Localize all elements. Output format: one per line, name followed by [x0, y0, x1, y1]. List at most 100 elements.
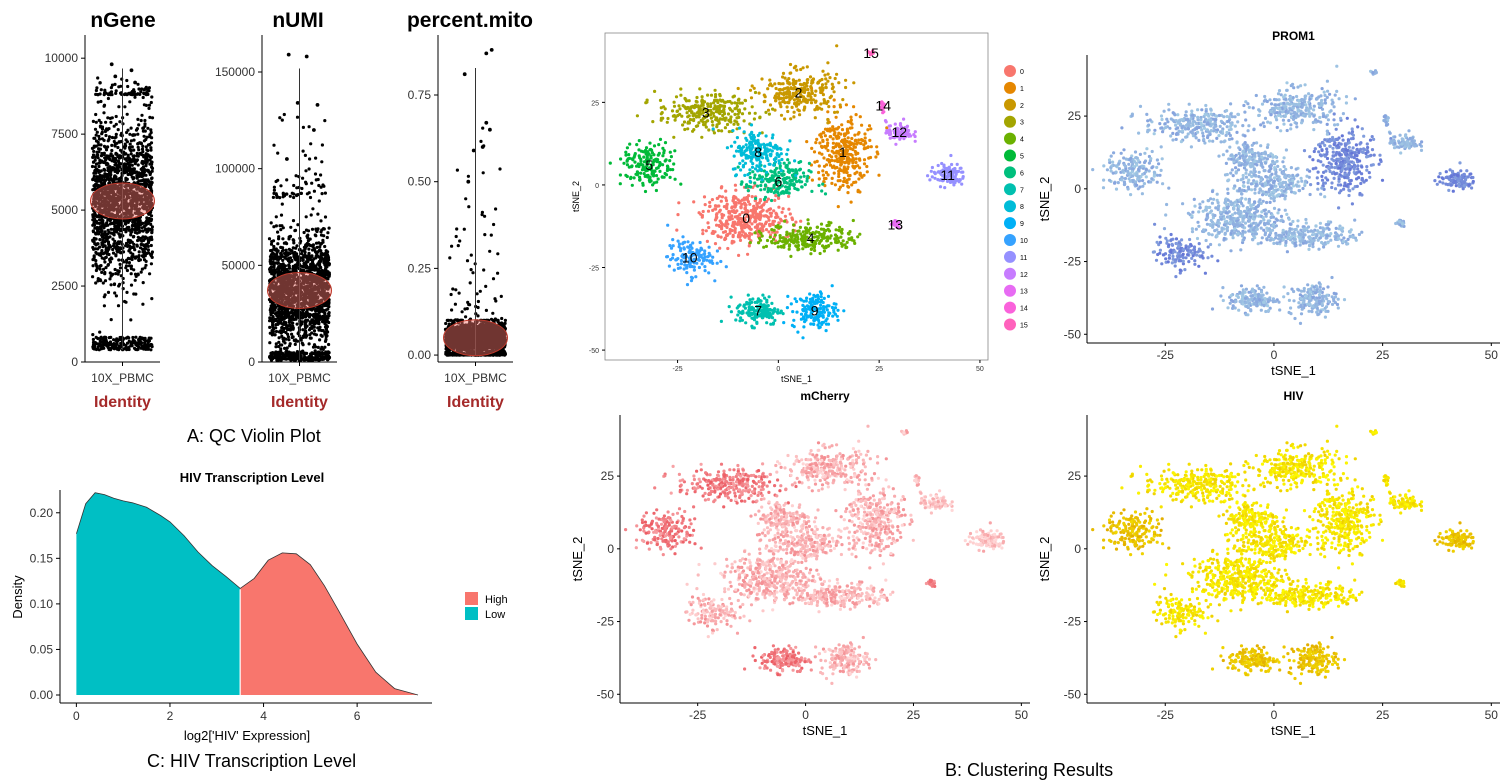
violin-ngene-point: [125, 169, 129, 174]
violin-numi-point: [287, 338, 291, 342]
violin-numi-point: [277, 336, 281, 340]
violin-ngene-point: [94, 250, 98, 255]
violin-ngene-point: [126, 244, 130, 248]
violin-ngene-y-tick-label: 5000: [51, 203, 78, 217]
violin-numi-point: [293, 257, 297, 261]
violin-numi-point: [274, 323, 278, 327]
violin-ngene-point: [102, 151, 106, 155]
violin-ngene-point: [100, 337, 105, 341]
violin-numi-point: [277, 235, 281, 239]
violin-numi-point: [301, 176, 305, 180]
violin-numi-point: [307, 191, 311, 195]
violin-numi-point: [317, 199, 321, 203]
violin-ngene-point: [144, 152, 148, 156]
violin-numi-point: [267, 237, 272, 241]
violin-ngene-point: [140, 113, 144, 117]
violin-numi-point: [317, 328, 321, 332]
violin-ngene-point: [104, 336, 108, 340]
violin-numi-point: [316, 267, 320, 271]
violin-ngene-point: [112, 124, 116, 128]
violin-numi-point: [269, 221, 273, 225]
violin-ngene-point: [149, 342, 153, 347]
violin-ngene-point: [136, 238, 140, 243]
violin-ngene-point: [91, 238, 95, 242]
violin-numi-point: [284, 241, 288, 245]
violin-numi-point: [309, 213, 313, 217]
violin-ngene-point: [96, 184, 100, 188]
violin-numi-point: [325, 251, 329, 255]
violin-ngene-point: [92, 144, 96, 148]
violin-numi-point: [296, 261, 300, 265]
violin-numi-point: [279, 347, 283, 351]
violin-numi-point: [314, 256, 318, 260]
violin-numi-point: [303, 153, 307, 157]
violin-ngene-point: [93, 170, 97, 174]
violin-numi-point: [316, 318, 320, 322]
violin-numi-point: [279, 184, 283, 188]
violin-ngene-point: [139, 142, 143, 146]
violin-ngene-point: [131, 167, 136, 171]
violin-numi-point: [275, 255, 279, 259]
violin-ngene-point: [117, 270, 121, 274]
violin-numi-point: [315, 353, 319, 357]
violin-ngene-point: [135, 243, 139, 247]
violin-numi-point: [306, 256, 310, 260]
violin-ngene-point: [98, 147, 102, 151]
violin-ngene-point: [118, 148, 123, 152]
violin-numi-point: [287, 320, 291, 324]
violin-ngene-point: [148, 142, 152, 147]
violin-ngene-point: [135, 174, 139, 178]
violin-numi-outlier-point: [315, 103, 320, 107]
violin-ngene-point: [124, 176, 128, 180]
violin-ngene-point: [143, 341, 147, 345]
violin-numi-point: [292, 239, 296, 243]
violin-ngene-point: [123, 105, 127, 109]
violin-numi-point: [324, 323, 328, 327]
violin-ngene-point: [121, 281, 125, 285]
violin-ngene-point: [109, 274, 113, 278]
violin-numi-point: [301, 258, 305, 262]
violin-ngene-point: [97, 164, 101, 169]
violin-numi-point: [310, 181, 314, 185]
violin-ngene-point: [146, 244, 150, 248]
violin-ngene-point: [91, 245, 95, 250]
violin-numi-point: [292, 268, 296, 272]
violin-numi-point: [303, 314, 307, 318]
violin-ngene-point: [109, 318, 113, 322]
violin-numi-point: [301, 264, 305, 268]
violin-ngene-point: [110, 93, 114, 97]
violin-ngene-point: [102, 103, 107, 107]
violin-numi-point: [304, 215, 308, 219]
violin-numi-point: [287, 327, 291, 331]
violin-numi-point: [271, 315, 275, 319]
violin-ngene-point: [113, 221, 117, 225]
violin-numi-point: [270, 309, 274, 313]
violin-ngene-point: [136, 132, 140, 136]
violin-numi-point: [323, 345, 327, 349]
violin-numi-point: [271, 195, 275, 199]
violin-ngene-point: [111, 156, 115, 160]
violin-numi-point: [316, 177, 320, 182]
violin-numi-point: [278, 196, 282, 200]
violin-ngene-point: [109, 120, 113, 124]
violin-ngene-point: [144, 178, 148, 182]
violin-ngene-point: [138, 246, 143, 250]
violin-ngene-point: [123, 299, 127, 304]
violin-mito-point: [444, 321, 448, 326]
violin-numi-point: [272, 185, 276, 189]
violin-numi-point: [280, 329, 284, 333]
violin-numi-point: [311, 207, 315, 211]
violin-ngene-point: [141, 281, 145, 285]
violin-numi-point: [313, 268, 317, 272]
violin-numi-point: [311, 358, 315, 362]
violin-numi-violin-body: [267, 271, 332, 309]
violin-ngene-point: [116, 145, 120, 150]
violin-ngene-point: [137, 342, 141, 346]
violin-numi-point: [316, 212, 320, 216]
violin-ngene-point: [146, 248, 150, 252]
violin-ngene-point: [115, 165, 119, 169]
violin-ngene-x-tick-label: 10X_PBMC: [91, 371, 154, 385]
violin-ngene-point: [147, 238, 151, 242]
violin-numi-point: [300, 186, 304, 191]
violin-numi-point: [322, 234, 326, 238]
